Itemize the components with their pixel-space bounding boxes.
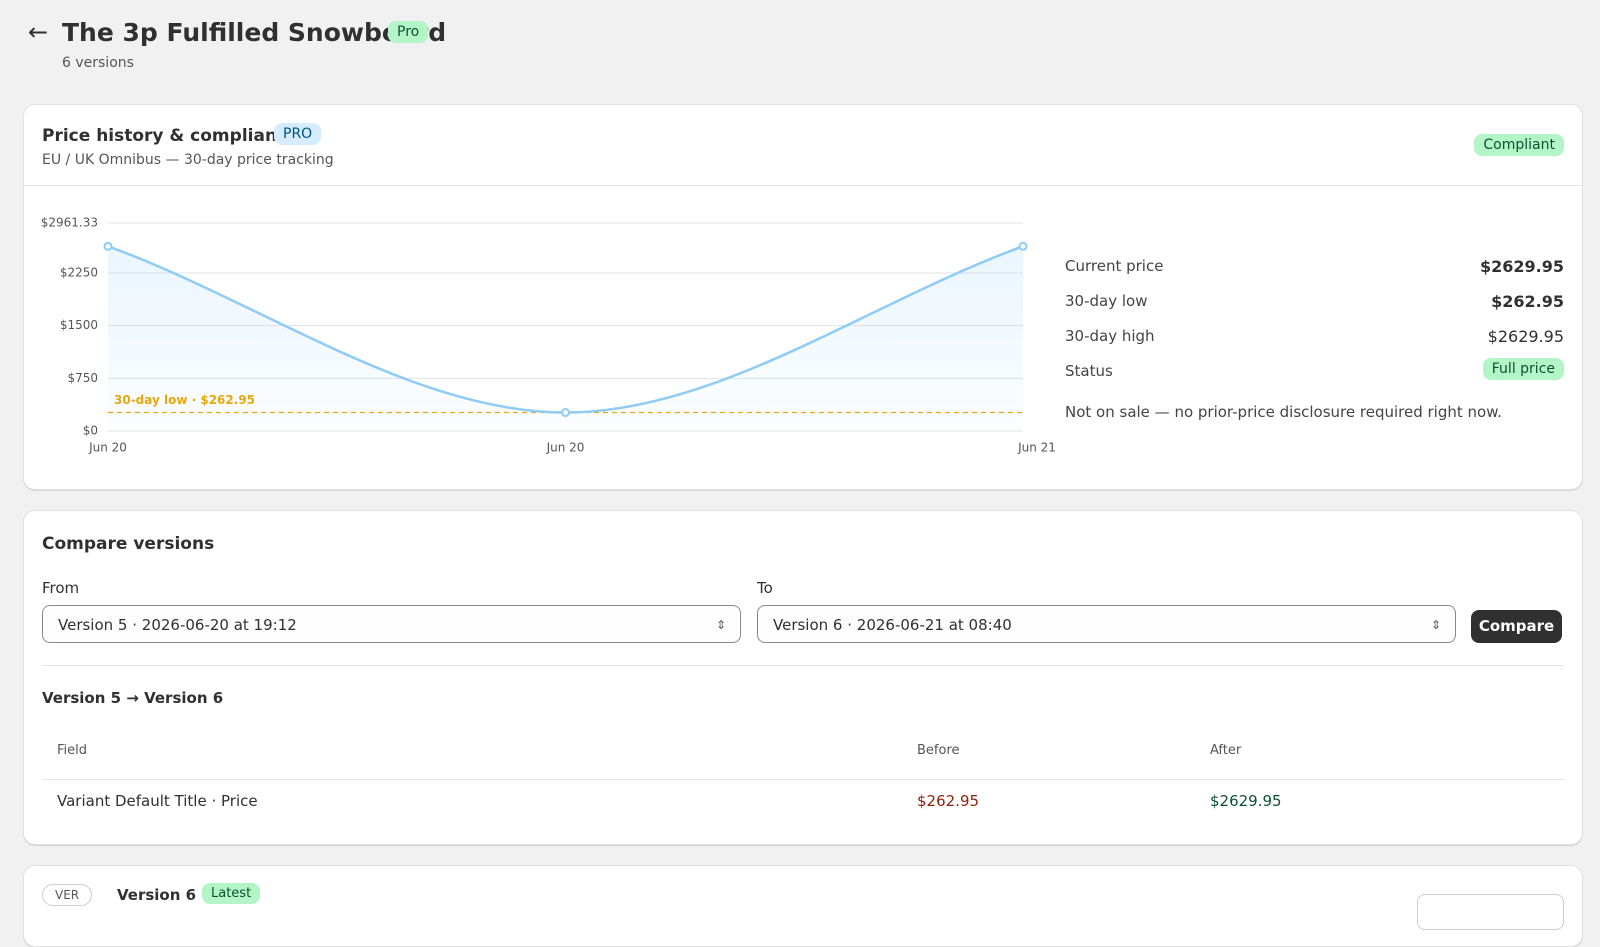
card-title: Compare versions: [42, 534, 215, 554]
stat-value: $2629.95: [1487, 327, 1564, 346]
to-select[interactable]: Version 6 · 2026-06-21 at 08:40 ⇕: [757, 605, 1456, 643]
back-button[interactable]: ←: [28, 18, 49, 46]
chart: $0 $750 $1500 $2250 $2961.33 Jun 20 Jun 20 Jun …: [41, 216, 1056, 455]
compare-card: Compare versions From Version 5 · 2026-0…: [23, 510, 1583, 845]
stat-label: Status: [1065, 362, 1113, 380]
pro-badge: PRO: [274, 123, 322, 145]
y-tick-label: $0: [83, 424, 98, 438]
y-tick-label: $1500: [60, 318, 98, 332]
page: ← The 3p Fulfilled Snowboard Pro 6 versi…: [23, 18, 1583, 947]
compliance-badge: Compliant: [1474, 134, 1564, 156]
action-button[interactable]: [1417, 894, 1564, 930]
area: [108, 246, 1023, 431]
card-title: Price history & compliance: [42, 126, 299, 146]
page-subtitle: 6 versions: [62, 55, 134, 71]
from-label: From: [42, 579, 80, 597]
x-tick-label: Jun 20: [546, 441, 585, 455]
x-tick-label: Jun 21: [1017, 441, 1056, 455]
latest-badge: Latest: [202, 883, 261, 904]
table-header: After: [1210, 743, 1242, 758]
point: [1018, 241, 1028, 251]
page-title: The 3p Fulfilled Snowboard: [62, 18, 447, 47]
divider: [42, 779, 1564, 780]
compare-button[interactable]: Compare: [1471, 610, 1562, 643]
price-card: Price history & compliance PRO EU / UK O…: [23, 104, 1583, 490]
from-select[interactable]: Version 5 · 2026-06-20 at 19:12 ⇕: [42, 605, 741, 643]
x-tick-label: Jun 20: [88, 441, 127, 455]
reference-label: 30-day low · $262.95: [114, 393, 255, 407]
point: [561, 408, 570, 418]
table-cell: Variant Default Title · Price: [57, 792, 258, 810]
diff-title: Version 5 → Version 6: [42, 689, 224, 707]
select-value: Version 5 · 2026-06-20 at 19:12: [58, 616, 297, 634]
divider: [42, 665, 1564, 666]
card-subtitle: EU / UK Omnibus — 30-day price tracking: [42, 152, 334, 168]
plan-badge: Pro: [388, 21, 429, 43]
point: [103, 241, 113, 251]
stat-label: 30-day low: [1065, 292, 1148, 310]
table-cell: $262.95: [917, 792, 980, 810]
table-header: Before: [917, 743, 960, 758]
to-label: To: [757, 579, 773, 597]
select-value: Version 6 · 2026-06-21 at 08:40: [773, 616, 1012, 634]
y-tick-label: $750: [67, 371, 98, 385]
version-card: VER Version 6 Latest: [23, 865, 1583, 947]
stat-label: Current price: [1065, 257, 1164, 275]
divider: [24, 185, 1582, 186]
table-cell: $2629.95: [1210, 792, 1282, 810]
stat-label: 30-day high: [1065, 327, 1155, 345]
status-badge: Full price: [1482, 358, 1564, 380]
stat-value: $262.95: [1491, 292, 1564, 311]
version-tag: VER: [42, 884, 93, 906]
y-tick-label: $2961.33: [41, 216, 98, 230]
table-header: Field: [57, 743, 88, 758]
y-tick-label: $2250: [60, 265, 98, 279]
stat-value: $2629.95: [1479, 257, 1564, 276]
note: Not on sale — no prior-price disclosure …: [1065, 403, 1502, 421]
version-title: Version 6: [117, 886, 197, 904]
